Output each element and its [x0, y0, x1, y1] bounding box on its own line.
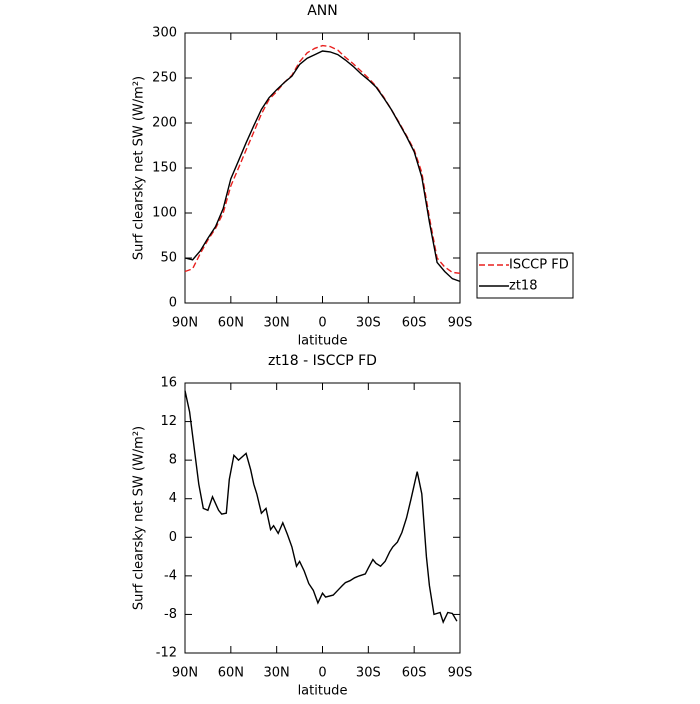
x-tick-label: 0 — [318, 316, 326, 331]
y-tick-label: 100 — [152, 206, 177, 221]
y-tick-label: 200 — [152, 116, 177, 131]
x-tick-label: 90N — [172, 316, 198, 331]
y-tick-label: 8 — [169, 453, 177, 468]
y-tick-label: 4 — [169, 491, 177, 506]
y-tick-label: 300 — [152, 26, 177, 41]
x-tick-label: 90N — [172, 666, 198, 681]
y-tick-label: -12 — [156, 646, 177, 661]
x-tick-label: 30N — [264, 666, 290, 681]
x-tick-label: 30N — [264, 316, 290, 331]
legend-box — [476, 252, 574, 299]
legend-label: zt18 — [509, 279, 537, 294]
y-tick-label: 16 — [160, 376, 177, 391]
chart-title: zt18 - ISCCP FD — [268, 353, 377, 369]
data-line — [184, 390, 458, 624]
y-axis-label: Surf clearsky net SW (W/m²) — [132, 76, 147, 260]
plot-frame — [184, 382, 461, 654]
y-tick-label: 0 — [169, 296, 177, 311]
data-line — [184, 50, 461, 283]
x-tick-label: 90S — [448, 666, 473, 681]
y-tick-label: 12 — [160, 414, 177, 429]
x-tick-label: 60S — [402, 316, 427, 331]
data-line — [184, 44, 461, 274]
x-axis-label: latitude — [298, 334, 348, 349]
x-tick-label: 60N — [218, 666, 244, 681]
y-axis-label: Surf clearsky net SW (W/m²) — [132, 426, 147, 610]
x-tick-label: 0 — [318, 666, 326, 681]
x-axis-label: latitude — [298, 684, 348, 699]
legend-label: ISCCP FD — [509, 258, 569, 273]
y-tick-label: -4 — [164, 568, 177, 583]
y-tick-label: 50 — [160, 251, 177, 266]
x-tick-label: 30S — [356, 316, 381, 331]
chart-title: ANN — [307, 3, 338, 19]
y-tick-label: 150 — [152, 161, 177, 176]
y-tick-label: 0 — [169, 530, 177, 545]
x-tick-label: 30S — [356, 666, 381, 681]
x-tick-label: 60S — [402, 666, 427, 681]
y-tick-label: -8 — [164, 607, 177, 622]
y-tick-label: 250 — [152, 71, 177, 86]
x-tick-label: 90S — [448, 316, 473, 331]
x-tick-label: 60N — [218, 316, 244, 331]
